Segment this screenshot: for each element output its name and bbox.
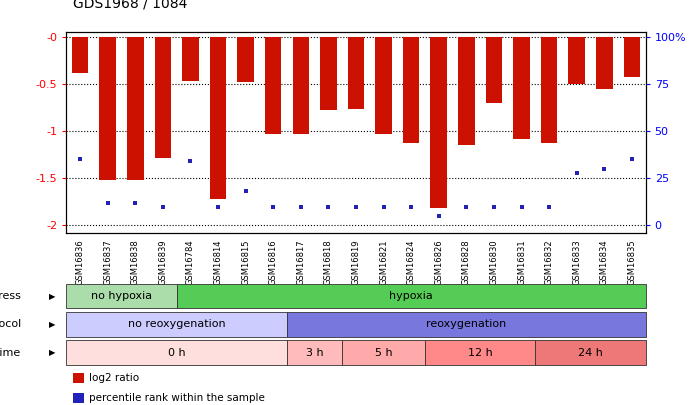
Text: percentile rank within the sample: percentile rank within the sample: [89, 393, 265, 403]
Text: 5 h: 5 h: [375, 348, 392, 358]
Bar: [154, 37, 171, 158]
Text: 3 h: 3 h: [306, 348, 323, 358]
Bar: [623, 37, 640, 77]
Text: log2 ratio: log2 ratio: [89, 373, 140, 383]
Text: 24 h: 24 h: [578, 348, 603, 358]
Bar: [292, 37, 309, 134]
Bar: [486, 37, 502, 103]
Bar: [127, 37, 144, 180]
Text: ▶: ▶: [50, 320, 56, 329]
Bar: [265, 37, 281, 134]
Bar: [237, 37, 254, 82]
Bar: [431, 37, 447, 209]
Bar: [535, 340, 646, 365]
Text: time: time: [0, 348, 21, 358]
Bar: [66, 340, 287, 365]
Bar: [99, 37, 116, 180]
Bar: [287, 340, 342, 365]
Bar: [66, 284, 177, 309]
Bar: [596, 37, 613, 89]
Bar: [348, 37, 364, 109]
Bar: [458, 37, 475, 145]
Bar: [320, 37, 336, 110]
Text: no reoxygenation: no reoxygenation: [128, 320, 225, 329]
Text: ▶: ▶: [50, 348, 56, 357]
Bar: [425, 340, 535, 365]
Bar: [177, 284, 646, 309]
Bar: [568, 37, 585, 84]
Bar: [72, 37, 89, 73]
Text: stress: stress: [0, 291, 21, 301]
Bar: [513, 37, 530, 139]
Bar: [210, 37, 226, 199]
Bar: [403, 37, 419, 143]
Text: reoxygenation: reoxygenation: [426, 320, 507, 329]
Text: protocol: protocol: [0, 320, 21, 329]
Bar: [182, 37, 199, 81]
Bar: [287, 312, 646, 337]
Text: GDS1968 / 1084: GDS1968 / 1084: [73, 0, 188, 10]
Text: ▶: ▶: [50, 292, 56, 301]
Text: 0 h: 0 h: [168, 348, 186, 358]
Text: 12 h: 12 h: [468, 348, 493, 358]
Bar: [376, 37, 392, 134]
Bar: [66, 312, 287, 337]
Text: no hypoxia: no hypoxia: [91, 291, 152, 301]
Bar: [541, 37, 558, 143]
Text: hypoxia: hypoxia: [389, 291, 433, 301]
Bar: [342, 340, 425, 365]
